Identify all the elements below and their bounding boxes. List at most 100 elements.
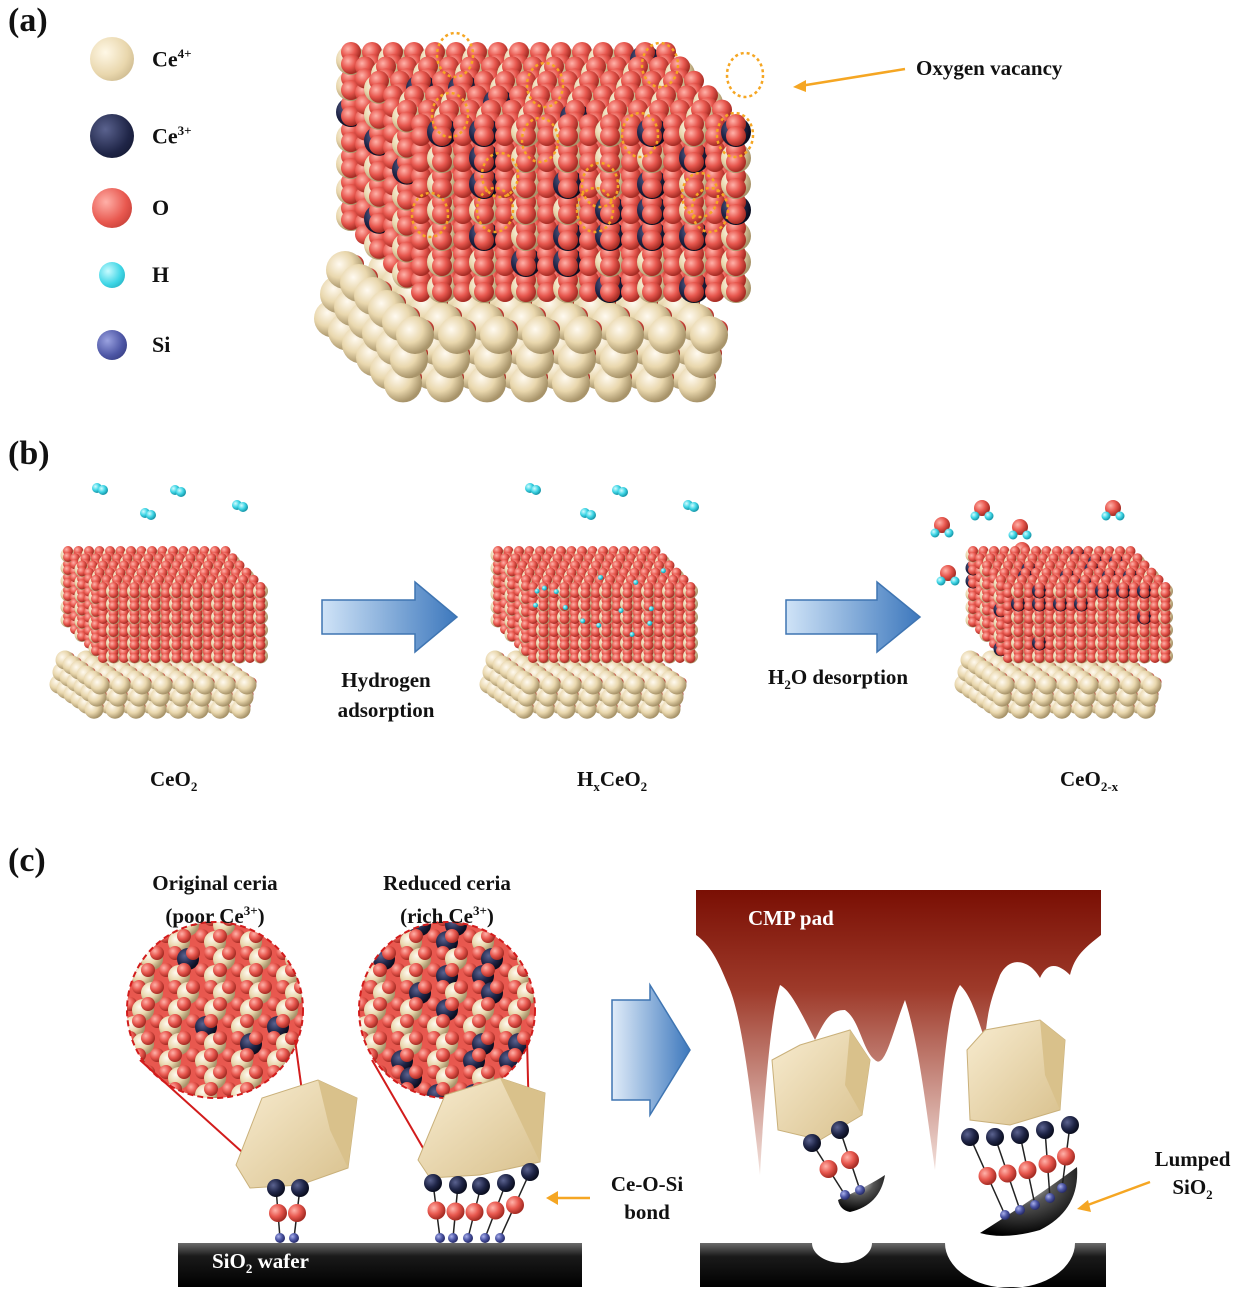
oxygen-atom [150, 653, 161, 663]
oxygen-atom [516, 282, 536, 302]
oxygen-atom [600, 256, 620, 276]
oxygen-atom [621, 230, 641, 250]
legend-ce4: Ce4+ [90, 37, 192, 81]
oxygen-atom [580, 640, 591, 650]
oxygen-atom [411, 256, 431, 276]
hydrogen-atom [586, 510, 596, 520]
oxygen-atom [726, 282, 746, 302]
oxygen-atom [192, 627, 203, 637]
oxygen-atom [495, 230, 515, 250]
oxygen-atom [234, 627, 245, 637]
oxygen-atom [516, 256, 536, 276]
oxygen-atom [621, 282, 641, 302]
oxygen-atom [684, 256, 704, 276]
hydrogen-atom [1022, 530, 1032, 540]
legend-ce4-name: Ce [152, 46, 178, 72]
oxygen-atom [234, 653, 245, 663]
oxygen-atom [685, 640, 696, 650]
oxygen-atom [432, 256, 452, 276]
ce4-atom [237, 675, 257, 695]
oxygen-atom [108, 614, 119, 624]
oxygen-atom [559, 614, 570, 624]
ce4-atom [562, 675, 582, 695]
ce4-atom [90, 675, 110, 695]
oxygen-atom [664, 640, 675, 650]
oxygen-atom [411, 282, 431, 302]
oxygen-atom [108, 601, 119, 611]
oxygen-atom [601, 653, 612, 663]
oxygen-atom [726, 126, 746, 146]
oxygen-atom [255, 614, 266, 624]
oxygen-atom [108, 627, 119, 637]
oxygen-atom [558, 282, 578, 302]
oxygen-atom [643, 640, 654, 650]
oxygen-atom [684, 282, 704, 302]
oxygen-atom [558, 256, 578, 276]
ce4-atom [396, 316, 434, 354]
oxygen-atom [255, 588, 266, 598]
hydrogen-atom [970, 511, 980, 521]
oxygen-atom [684, 204, 704, 224]
oxygen-atom [171, 614, 182, 624]
hydrogen-atom [618, 487, 628, 497]
oxygen-atom [213, 640, 224, 650]
oxygen-atom [474, 230, 494, 250]
ce4-atom [541, 675, 561, 695]
oxygen-atom [192, 640, 203, 650]
oxygen-atom [579, 282, 599, 302]
oxygen-atom [642, 178, 662, 198]
panel-a-label: (a) [8, 2, 48, 39]
hydrogen-atom [1115, 511, 1125, 521]
oxygen-atom [150, 614, 161, 624]
hydrogen-atom [98, 485, 108, 495]
oxygen-atom [601, 614, 612, 624]
oxygen-atom [474, 256, 494, 276]
oxygen-atom [234, 601, 245, 611]
oxygen-atom [171, 653, 182, 663]
ce4-atom [606, 316, 644, 354]
oxygen-atom [432, 178, 452, 198]
oxygen-atom [559, 627, 570, 637]
oxygen-atom [255, 640, 266, 650]
legend-h: H [90, 262, 169, 288]
ce4-atom [216, 675, 236, 695]
oxygen-atom [150, 588, 161, 598]
oxygen-atom [495, 282, 515, 302]
oxygen-atom [453, 204, 473, 224]
oxygen-atom [705, 204, 725, 224]
oxygen-atom [171, 627, 182, 637]
oxygen-atom [432, 204, 452, 224]
oxygen-atom [453, 230, 473, 250]
oxygen-atom [255, 653, 266, 663]
oxygen-atom [108, 588, 119, 598]
oxygen-atom [621, 256, 641, 276]
oxygen-atom [108, 653, 119, 663]
ce4-atom [174, 675, 194, 695]
oxygen-atom [474, 178, 494, 198]
oxygen-atom [129, 627, 140, 637]
oxygen-atom [558, 204, 578, 224]
ce4-atom [604, 675, 624, 695]
oxygen-atom [559, 653, 570, 663]
ceria-crystal-a [314, 31, 765, 403]
oxygen-atom [684, 152, 704, 172]
oxygen-atom [234, 588, 245, 598]
oxygen-atom [495, 204, 515, 224]
oxygen-atom [579, 230, 599, 250]
hydrogen-atom-icon [99, 262, 125, 288]
ce4-atom [153, 675, 173, 695]
oxygen-atom [600, 126, 620, 146]
oxygen-atom [642, 204, 662, 224]
ce4-atom-icon [90, 37, 134, 81]
legend-ce4-charge: 4+ [177, 45, 192, 61]
oxygen-atom [684, 230, 704, 250]
oxygen-atom [108, 640, 119, 650]
oxygen-atom [726, 230, 746, 250]
oxygen-atom [600, 230, 620, 250]
legend-ce3-charge: 3+ [177, 122, 192, 138]
oxygen-atom [579, 256, 599, 276]
oxygen-atom [213, 627, 224, 637]
oxygen-atom [453, 282, 473, 302]
ce4-atom [480, 316, 518, 354]
legend-ce3: Ce3+ [90, 114, 192, 158]
